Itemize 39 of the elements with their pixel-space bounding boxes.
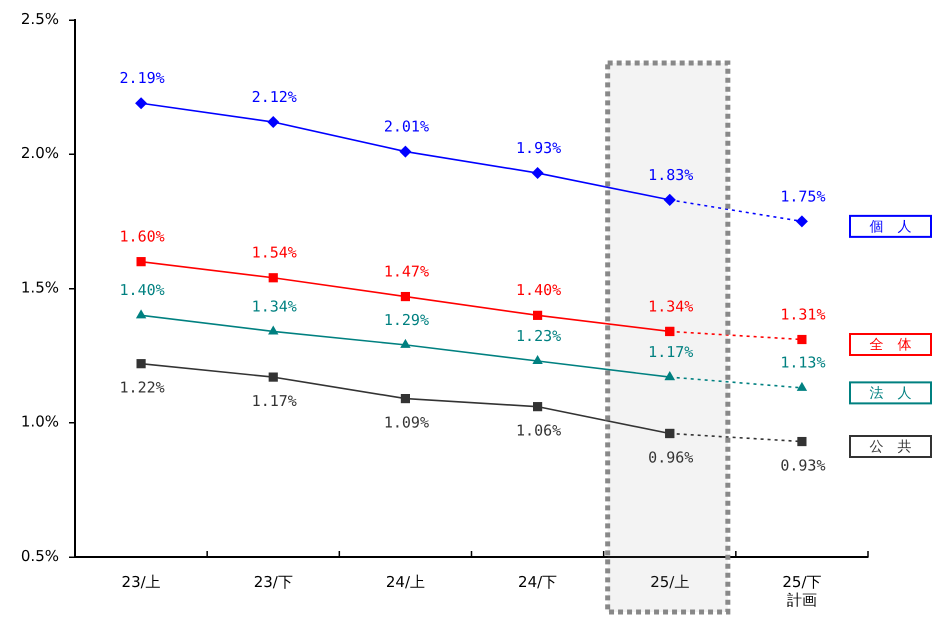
data-label: 1.40% bbox=[120, 281, 165, 300]
data-label: 2.19% bbox=[120, 69, 165, 88]
data-label: 1.06% bbox=[516, 422, 562, 440]
data-label: 1.17% bbox=[648, 342, 694, 361]
x-tick-label: 24/上 bbox=[386, 572, 425, 591]
x-tick-label: 23/上 bbox=[122, 572, 161, 591]
data-label: 0.93% bbox=[780, 456, 826, 474]
data-label: 1.29% bbox=[384, 310, 429, 329]
data-label: 1.09% bbox=[384, 413, 429, 432]
data-label: 1.54% bbox=[252, 244, 297, 262]
data-label: 2.12% bbox=[252, 88, 297, 106]
data-label: 1.60% bbox=[120, 228, 165, 246]
data-label: 0.96% bbox=[648, 448, 694, 466]
text: 法 人 bbox=[870, 385, 912, 402]
data-label: 1.31% bbox=[780, 305, 826, 324]
y-tick-label: 1.5% bbox=[20, 278, 59, 296]
data-label: 1.34% bbox=[252, 297, 297, 316]
data-label: 1.23% bbox=[516, 326, 562, 345]
y-tick-label: 0.5% bbox=[20, 546, 59, 565]
text: 公 共 bbox=[870, 439, 912, 456]
data-label: 1.22% bbox=[120, 378, 165, 397]
y-tick-label: 2.5% bbox=[20, 10, 59, 28]
x-tick-label: 25/下計画 bbox=[782, 572, 822, 609]
data-label: 1.83% bbox=[648, 166, 694, 184]
x-tick-label: 23/下 bbox=[254, 572, 293, 591]
x-tick-label: 25/上 bbox=[650, 572, 690, 591]
data-label: 1.17% bbox=[252, 392, 297, 410]
data-label: 1.47% bbox=[384, 262, 429, 280]
data-label: 1.13% bbox=[780, 354, 826, 372]
data-label: 1.34% bbox=[648, 297, 694, 316]
data-label: 1.93% bbox=[516, 138, 562, 157]
y-tick-label: 2.0% bbox=[20, 144, 59, 162]
x-tick-label: 24/下 bbox=[518, 572, 558, 591]
text: 全 体 bbox=[870, 337, 912, 354]
y-tick-label: 1.0% bbox=[20, 412, 59, 431]
data-label: 2.01% bbox=[384, 117, 429, 136]
data-label: 1.75% bbox=[780, 187, 826, 206]
text: 個 人 bbox=[870, 219, 912, 236]
data-label: 1.40% bbox=[516, 281, 562, 300]
